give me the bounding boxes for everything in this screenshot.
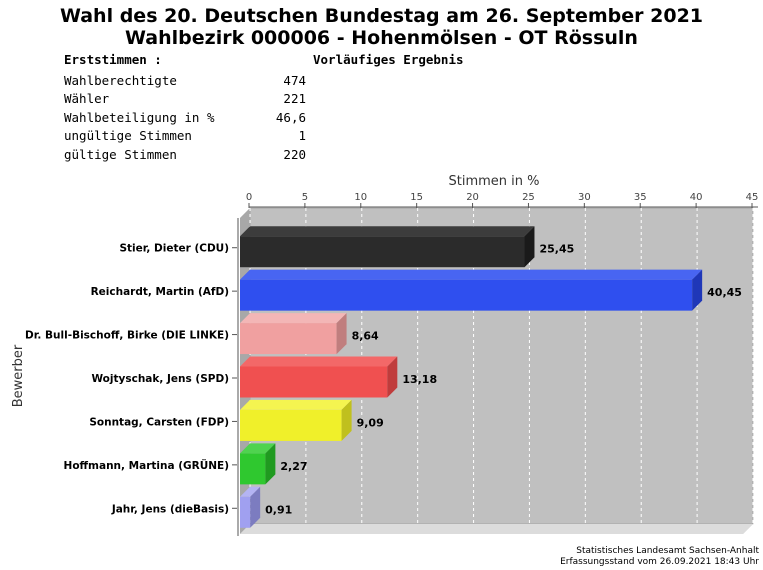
bar-top: [240, 226, 535, 237]
x-tick-label: 40: [690, 192, 703, 203]
chart-title-line1: Wahl des 20. Deutschen Bundestag am 26. …: [59, 5, 704, 27]
x-tick-label: 5: [302, 192, 308, 203]
stats-value: 46,6: [275, 109, 306, 125]
stats-table: Wahlberechtigte 474 Wähler 221 Wahlbeteiligu…: [64, 72, 306, 164]
bar: [240, 366, 388, 398]
bar-side: [524, 226, 535, 268]
data-label: 13,18: [402, 373, 437, 386]
stats-value: 221: [283, 91, 306, 107]
stats-value: 474: [283, 73, 306, 88]
footer-source: Statistisches Landesamt Sachsen-Anhalt: [576, 546, 759, 556]
category-label: Jahr, Jens (dieBasis): [111, 503, 229, 515]
bar-top: [240, 269, 703, 280]
stats-label: gültige Stimmen: [64, 146, 177, 162]
stats-value: 220: [283, 146, 306, 162]
stats-value: 1: [298, 128, 306, 144]
x-tick-label: 45: [746, 192, 759, 203]
bar-group: [240, 443, 276, 485]
data-label: 0,91: [265, 503, 292, 516]
plot-floor: [240, 524, 753, 534]
bar: [240, 279, 693, 311]
stats-row: Wahlberechtigte 474: [64, 72, 306, 90]
bar-side: [387, 356, 398, 398]
x-tick-label: 20: [466, 192, 479, 203]
bar-top: [240, 313, 347, 324]
x-tick-label: 35: [634, 192, 647, 203]
bar-group: [240, 313, 347, 355]
stats-label: Wahlberechtigte: [64, 73, 177, 88]
stats-label: ungültige Stimmen: [64, 128, 192, 144]
category-label: Dr. Bull-Bischoff, Birke (DIE LINKE): [25, 330, 229, 342]
bar: [240, 323, 337, 355]
bar-top: [240, 399, 352, 410]
category-label: Stier, Dieter (CDU): [119, 243, 229, 255]
stats-row: gültige Stimmen 220: [64, 146, 306, 164]
category-label: Sonntag, Carsten (FDP): [89, 416, 229, 428]
bar-top: [240, 443, 276, 454]
x-tick-label: 15: [410, 192, 423, 203]
data-label: 2,27: [280, 460, 307, 473]
bar: [240, 453, 266, 485]
bar-top: [240, 356, 398, 367]
stats-row: Wahlbeteiligung in % 46,6: [64, 109, 306, 127]
x-tick-label: 25: [522, 192, 535, 203]
category-label: Wojtyschak, Jens (SPD): [91, 373, 229, 385]
bar-group: [240, 399, 352, 441]
bar-group: [240, 486, 261, 528]
bar-group: [240, 269, 703, 311]
result-status: Vorläufiges Ergebnis: [313, 52, 464, 67]
data-label: 8,64: [352, 330, 379, 343]
bar-group: [240, 226, 535, 268]
bar-side: [341, 399, 352, 441]
bar-side: [336, 313, 347, 355]
bar: [240, 236, 525, 268]
bar: [240, 496, 251, 528]
bar-side: [250, 486, 261, 528]
data-label: 25,45: [539, 243, 574, 256]
section-label: Erststimmen :: [64, 52, 162, 67]
bar-side: [265, 443, 276, 485]
data-label: 40,45: [707, 286, 742, 299]
y-axis-title: Bewerber: [11, 344, 26, 407]
stats-row: Wähler 221: [64, 90, 306, 108]
x-tick-label: 0: [246, 192, 252, 203]
bar-top: [240, 486, 261, 497]
stats-label: Wähler: [64, 91, 110, 107]
category-label: Hoffmann, Martina (GRÜNE): [64, 458, 229, 472]
footer-timestamp: Erfassungsstand vom 26.09.2021 18:43 Uhr: [560, 557, 759, 567]
x-axis-title: Stimmen in %: [449, 174, 540, 189]
x-tick-label: 10: [354, 192, 367, 203]
stats-row: ungültige Stimmen 1: [64, 127, 306, 145]
category-label: Reichardt, Martin (AfD): [91, 286, 229, 298]
stats-label: Wahlbeteiligung in %: [64, 109, 215, 125]
data-label: 9,09: [357, 416, 384, 429]
x-tick-label: 30: [578, 192, 591, 203]
bar-side: [692, 269, 703, 311]
chart-title-line2: Wahlbezirk 000006 - Hohenmölsen - OT Rös…: [125, 27, 638, 49]
bar-group: [240, 356, 398, 398]
bar: [240, 409, 342, 441]
